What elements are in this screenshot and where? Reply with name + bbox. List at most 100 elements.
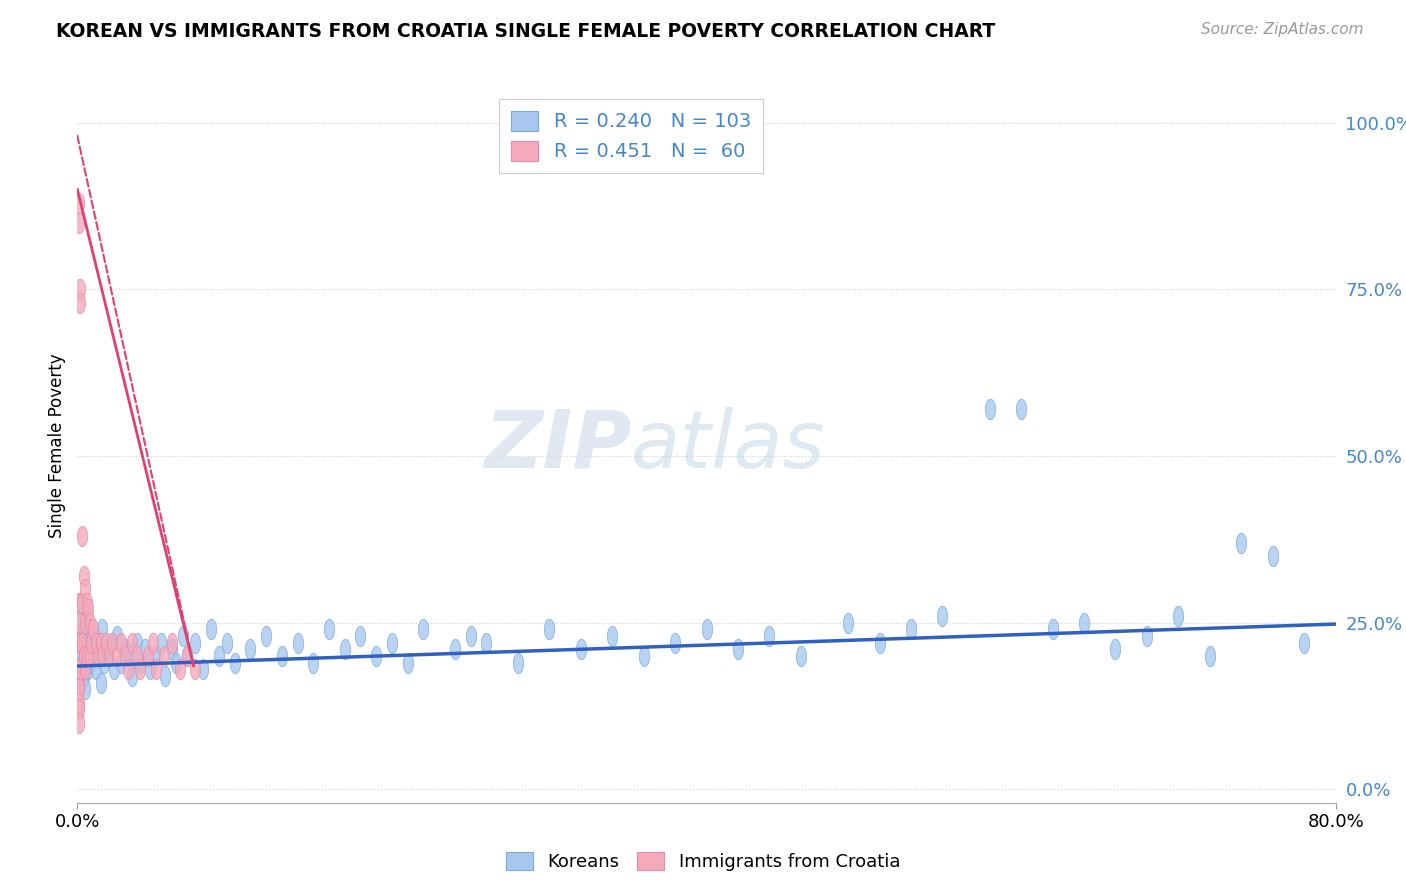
Point xyxy=(569,642,592,657)
Point xyxy=(145,649,167,664)
Point xyxy=(121,636,143,650)
Point xyxy=(110,656,132,670)
Legend: Koreans, Immigrants from Croatia: Koreans, Immigrants from Croatia xyxy=(499,846,907,879)
Point xyxy=(129,662,152,676)
Point xyxy=(79,649,101,664)
Point xyxy=(67,696,90,710)
Point xyxy=(129,656,152,670)
Text: atlas: atlas xyxy=(631,407,825,485)
Point xyxy=(90,675,112,690)
Point xyxy=(155,669,177,683)
Point xyxy=(69,649,91,664)
Point xyxy=(87,649,110,664)
Point xyxy=(127,649,149,664)
Text: KOREAN VS IMMIGRANTS FROM CROATIA SINGLE FEMALE POVERTY CORRELATION CHART: KOREAN VS IMMIGRANTS FROM CROATIA SINGLE… xyxy=(56,22,995,41)
Point xyxy=(72,642,94,657)
Point xyxy=(1294,636,1316,650)
Point xyxy=(664,636,686,650)
Point xyxy=(153,649,176,664)
Point xyxy=(75,615,97,630)
Point xyxy=(84,636,107,650)
Point xyxy=(758,629,780,643)
Point xyxy=(790,649,813,664)
Point xyxy=(72,569,94,583)
Point xyxy=(72,649,94,664)
Point xyxy=(538,623,561,637)
Point xyxy=(270,649,292,664)
Point xyxy=(145,662,167,676)
Point xyxy=(105,629,128,643)
Point xyxy=(67,195,90,210)
Point xyxy=(160,642,183,657)
Point xyxy=(149,636,172,650)
Point xyxy=(103,662,125,676)
Point xyxy=(79,656,101,670)
Point xyxy=(475,636,498,650)
Point xyxy=(97,649,120,664)
Point xyxy=(117,662,139,676)
Point xyxy=(302,656,325,670)
Point xyxy=(84,662,107,676)
Point xyxy=(184,662,207,676)
Point xyxy=(67,596,90,610)
Legend: R = 0.240   N = 103, R = 0.451   N =  60: R = 0.240 N = 103, R = 0.451 N = 60 xyxy=(499,99,762,173)
Point xyxy=(79,615,101,630)
Point xyxy=(83,629,105,643)
Point xyxy=(208,649,231,664)
Point xyxy=(94,642,117,657)
Point xyxy=(69,282,91,296)
Point xyxy=(127,636,149,650)
Point xyxy=(184,636,207,650)
Point xyxy=(172,629,194,643)
Point xyxy=(460,629,482,643)
Point xyxy=(69,662,91,676)
Point xyxy=(1261,549,1284,563)
Point xyxy=(381,636,404,650)
Point xyxy=(77,602,100,616)
Y-axis label: Single Female Poverty: Single Female Poverty xyxy=(48,354,66,538)
Point xyxy=(1073,615,1095,630)
Point xyxy=(160,636,183,650)
Point xyxy=(1230,535,1253,549)
Point xyxy=(696,623,718,637)
Point xyxy=(91,649,114,664)
Point xyxy=(67,636,90,650)
Point xyxy=(70,656,93,670)
Point xyxy=(1104,642,1126,657)
Point xyxy=(396,656,419,670)
Point xyxy=(224,656,246,670)
Point xyxy=(287,636,309,650)
Point xyxy=(176,649,198,664)
Point xyxy=(69,615,91,630)
Point xyxy=(82,649,104,664)
Point xyxy=(69,636,91,650)
Point xyxy=(138,662,160,676)
Point xyxy=(67,662,90,676)
Point xyxy=(254,629,277,643)
Point xyxy=(97,649,120,664)
Point xyxy=(67,636,90,650)
Point xyxy=(366,649,388,664)
Point xyxy=(105,649,128,664)
Point xyxy=(67,715,90,730)
Point xyxy=(67,662,90,676)
Point xyxy=(349,629,371,643)
Point xyxy=(93,656,115,670)
Point xyxy=(101,636,124,650)
Point xyxy=(1042,623,1064,637)
Point xyxy=(215,636,238,650)
Point xyxy=(121,669,143,683)
Point xyxy=(76,609,98,624)
Text: Source: ZipAtlas.com: Source: ZipAtlas.com xyxy=(1201,22,1364,37)
Point xyxy=(67,702,90,716)
Point xyxy=(600,629,623,643)
Point xyxy=(318,623,340,637)
Point xyxy=(87,636,110,650)
Point xyxy=(80,642,103,657)
Point xyxy=(979,402,1001,417)
Point xyxy=(76,649,98,664)
Point xyxy=(633,649,655,664)
Point xyxy=(69,596,91,610)
Point xyxy=(136,649,159,664)
Point xyxy=(176,649,198,664)
